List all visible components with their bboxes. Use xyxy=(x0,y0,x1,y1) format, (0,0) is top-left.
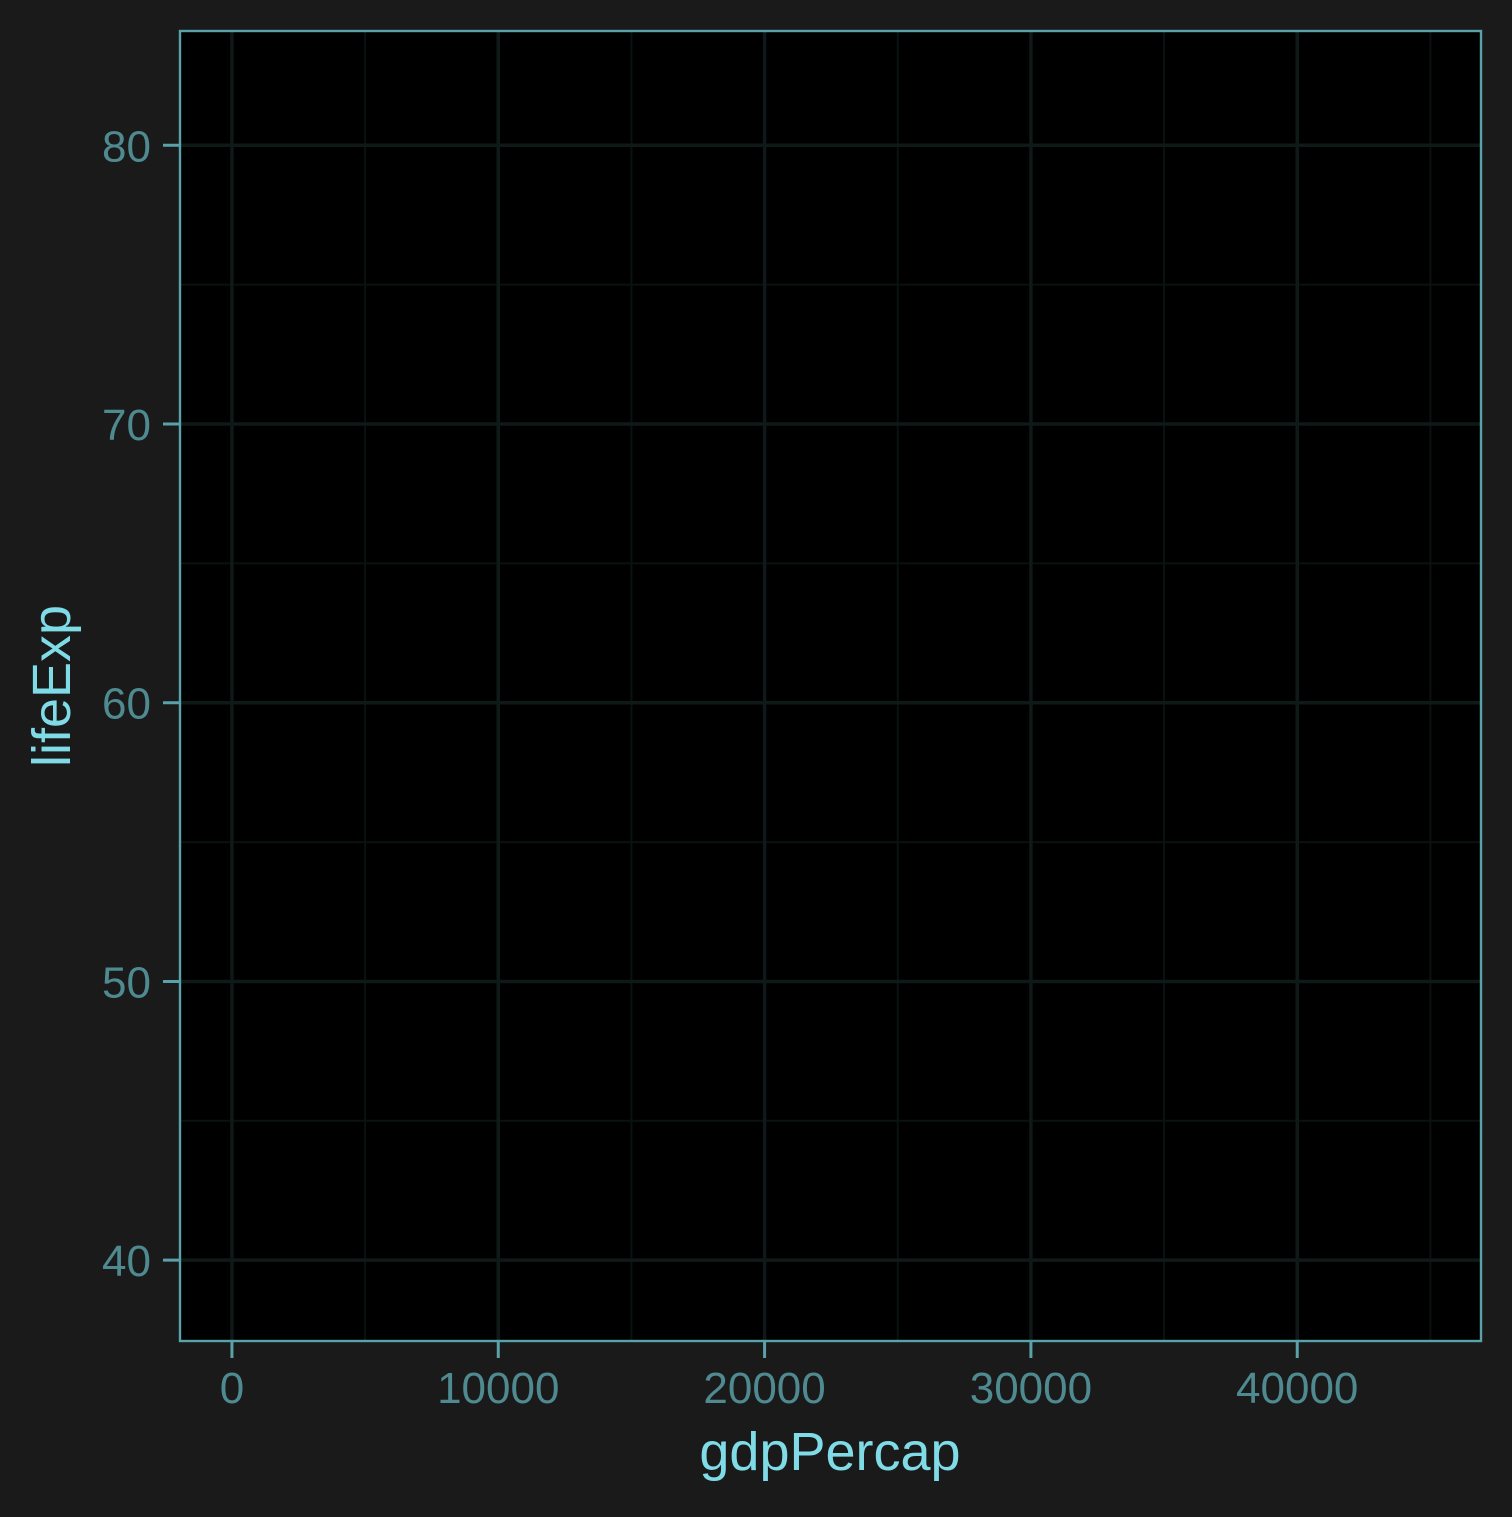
y-tick-label: 40 xyxy=(102,1237,151,1286)
y-tick-label: 70 xyxy=(102,401,151,450)
plot-panel xyxy=(180,31,1481,1341)
x-axis-title: gdpPercap xyxy=(699,1422,960,1482)
y-tick-label: 60 xyxy=(102,680,151,729)
x-tick-label: 20000 xyxy=(703,1364,825,1413)
x-tick-label: 40000 xyxy=(1236,1364,1358,1413)
x-tick-label: 10000 xyxy=(437,1364,559,1413)
minor-gridlines xyxy=(180,31,1481,1341)
x-axis: 0 10000 20000 30000 40000 xyxy=(220,1341,1358,1413)
x-tick-label: 0 xyxy=(220,1364,244,1413)
major-gridlines xyxy=(180,31,1481,1341)
y-axis-title: lifeExp xyxy=(22,605,82,767)
x-tick-label: 30000 xyxy=(970,1364,1092,1413)
y-axis: 40 50 60 70 80 xyxy=(102,122,180,1286)
y-tick-label: 50 xyxy=(102,958,151,1007)
plot-panel-border xyxy=(178,29,1483,1343)
y-tick-label: 80 xyxy=(102,122,151,171)
